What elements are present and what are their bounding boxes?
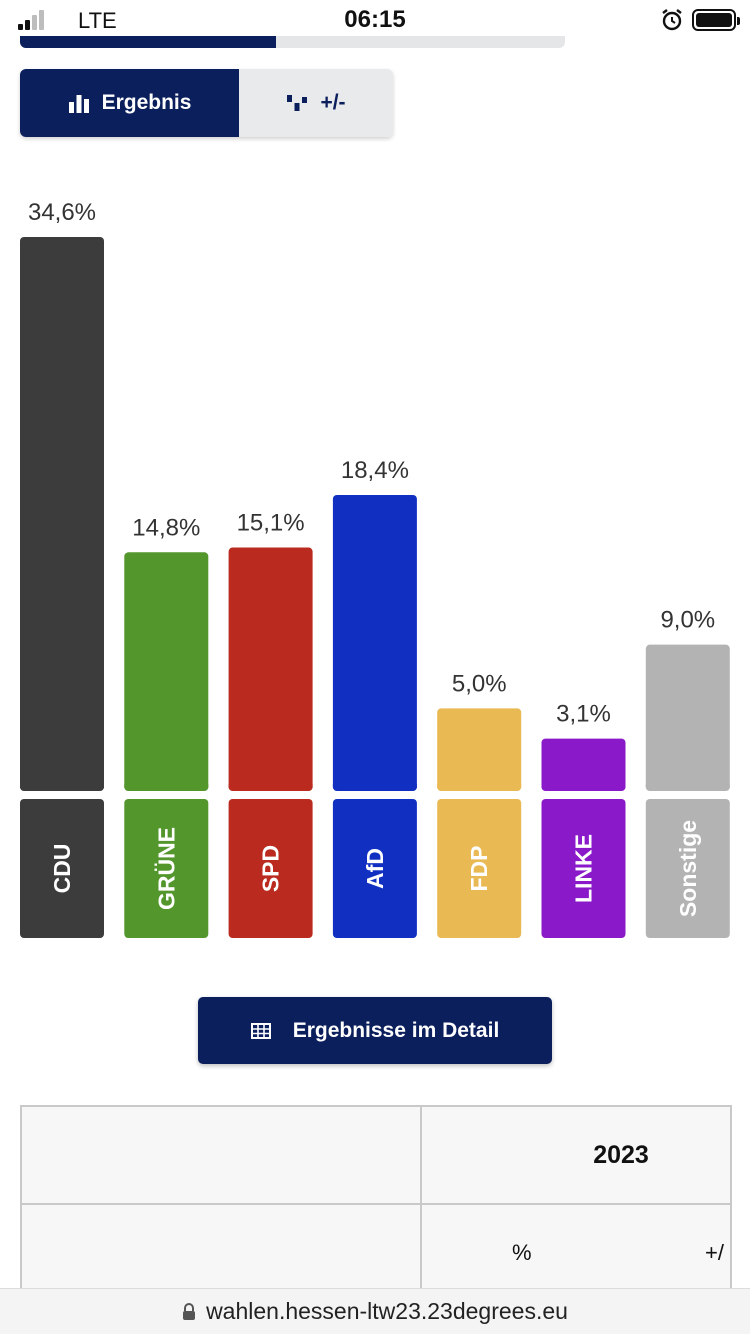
difference-tab[interactable]: +/- (239, 69, 393, 137)
bar-linke[interactable] (541, 738, 626, 791)
value-label-grüne: 14,8% (132, 514, 200, 541)
carrier-label: LTE (78, 8, 117, 33)
lock-icon (183, 1302, 196, 1320)
party-label-linke: LINKE (571, 834, 597, 903)
difference-column-header: +/ (705, 1240, 724, 1265)
signal-strength-icon (18, 10, 48, 30)
value-label-cdu: 34,6% (28, 199, 96, 226)
difference-tab-label: +/- (320, 91, 346, 114)
party-label-box-linke[interactable] (541, 799, 626, 938)
bar-chart-icon (68, 95, 89, 113)
bar-grüne[interactable] (124, 552, 209, 791)
browser-url-bar[interactable]: wahlen.hessen-ltw23.23degrees.eu (0, 1288, 750, 1334)
result-tab-label: Ergebnis (101, 91, 192, 114)
bar-base-spd (228, 784, 313, 788)
chart-canvas: 34,6% CDU 14,8% GRÜNE 15,1% SPD 18,4% AfD 5,0% FD… (20, 199, 730, 938)
bar-fdp[interactable] (437, 708, 522, 791)
section-progress-bar (20, 36, 565, 48)
bar-base-linke (541, 784, 626, 788)
view-toggle: Ergebnis +/- (20, 69, 393, 137)
value-label-spd: 15,1% (237, 510, 305, 537)
value-label-fdp: 5,0% (452, 670, 507, 697)
results-table: 2023 % +/ (20, 1105, 732, 1305)
bar-base-cdu (20, 784, 104, 788)
party-label-box-afd[interactable] (332, 799, 417, 938)
value-label-afd: 18,4% (341, 457, 409, 484)
results-detail-label: Ergebnisse im Detail (292, 1018, 500, 1042)
status-bar: LTE 06:15 (0, 0, 750, 40)
bar-base-afd (332, 784, 417, 788)
party-label-box-fdp[interactable] (437, 799, 522, 938)
value-label-sonstige: 9,0% (660, 607, 715, 634)
battery-icon (692, 9, 740, 31)
table-icon (250, 1022, 271, 1039)
bar-base-fdp (437, 784, 522, 788)
value-label-linke: 3,1% (556, 701, 611, 728)
bar-base-sonstige (645, 784, 730, 788)
bar-spd[interactable] (228, 547, 313, 791)
party-label-spd: SPD (258, 845, 284, 892)
status-time: 06:15 (344, 6, 406, 33)
party-label-afd: AfD (362, 848, 388, 889)
party-label-cdu: CDU (49, 844, 75, 894)
bar-sonstige[interactable] (645, 644, 730, 791)
bar-cdu[interactable] (20, 237, 104, 791)
party-label-fdp: FDP (466, 846, 492, 892)
alarm-icon (662, 9, 682, 31)
table-header-row: 2023 (20, 1105, 732, 1205)
party-label-box-sonstige[interactable] (645, 799, 730, 938)
url-text: wahlen.hessen-ltw23.23degrees.eu (206, 1298, 568, 1324)
bar-afd[interactable] (332, 494, 417, 791)
table-corner-cell (20, 1105, 422, 1205)
party-label-sonstige: Sonstige (675, 820, 701, 917)
party-label-grüne: GRÜNE (153, 827, 179, 910)
party-label-box-cdu[interactable] (20, 799, 104, 938)
results-bar-chart: 34,6% CDU 14,8% GRÜNE 15,1% SPD 18,4% AfD 5,0% FD… (0, 150, 750, 950)
results-detail-button[interactable]: Ergebnisse im Detail (198, 997, 552, 1064)
section-progress-fill (20, 36, 277, 48)
difference-chart-icon (287, 95, 308, 111)
percent-column-header: % (512, 1240, 532, 1265)
result-tab[interactable]: Ergebnis (20, 69, 239, 137)
party-label-box-grüne[interactable] (124, 799, 209, 938)
bar-base-grüne (124, 784, 209, 788)
table-year-header: 2023 (420, 1105, 732, 1205)
party-label-box-spd[interactable] (228, 799, 313, 938)
